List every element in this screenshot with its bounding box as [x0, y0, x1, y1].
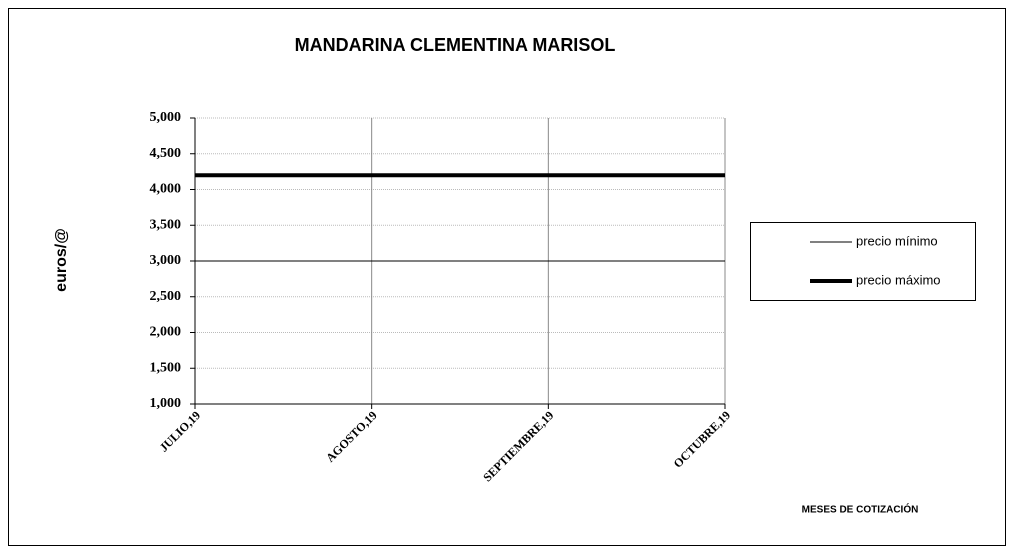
y-tick-label: 4,500	[150, 146, 182, 161]
y-tick-label: 5,000	[150, 110, 182, 125]
y-tick-label: 3,000	[150, 253, 182, 268]
y-tick-label: 1,500	[150, 360, 182, 375]
y-tick-label: 3,500	[150, 217, 182, 232]
y-tick-label: 2,500	[150, 289, 182, 304]
y-tick-label: 4,000	[150, 182, 182, 197]
chart-title: MANDARINA CLEMENTINA MARISOL	[295, 35, 616, 55]
legend	[750, 222, 976, 301]
legend-label: precio mínimo	[856, 233, 938, 248]
y-tick-label: 2,000	[150, 325, 182, 340]
legend-label: precio máximo	[856, 272, 941, 287]
y-axis-label: euros/@	[53, 228, 70, 292]
y-tick-label: 1,000	[150, 396, 182, 411]
x-axis-label: MESES DE COTIZACIÓN	[802, 503, 919, 516]
